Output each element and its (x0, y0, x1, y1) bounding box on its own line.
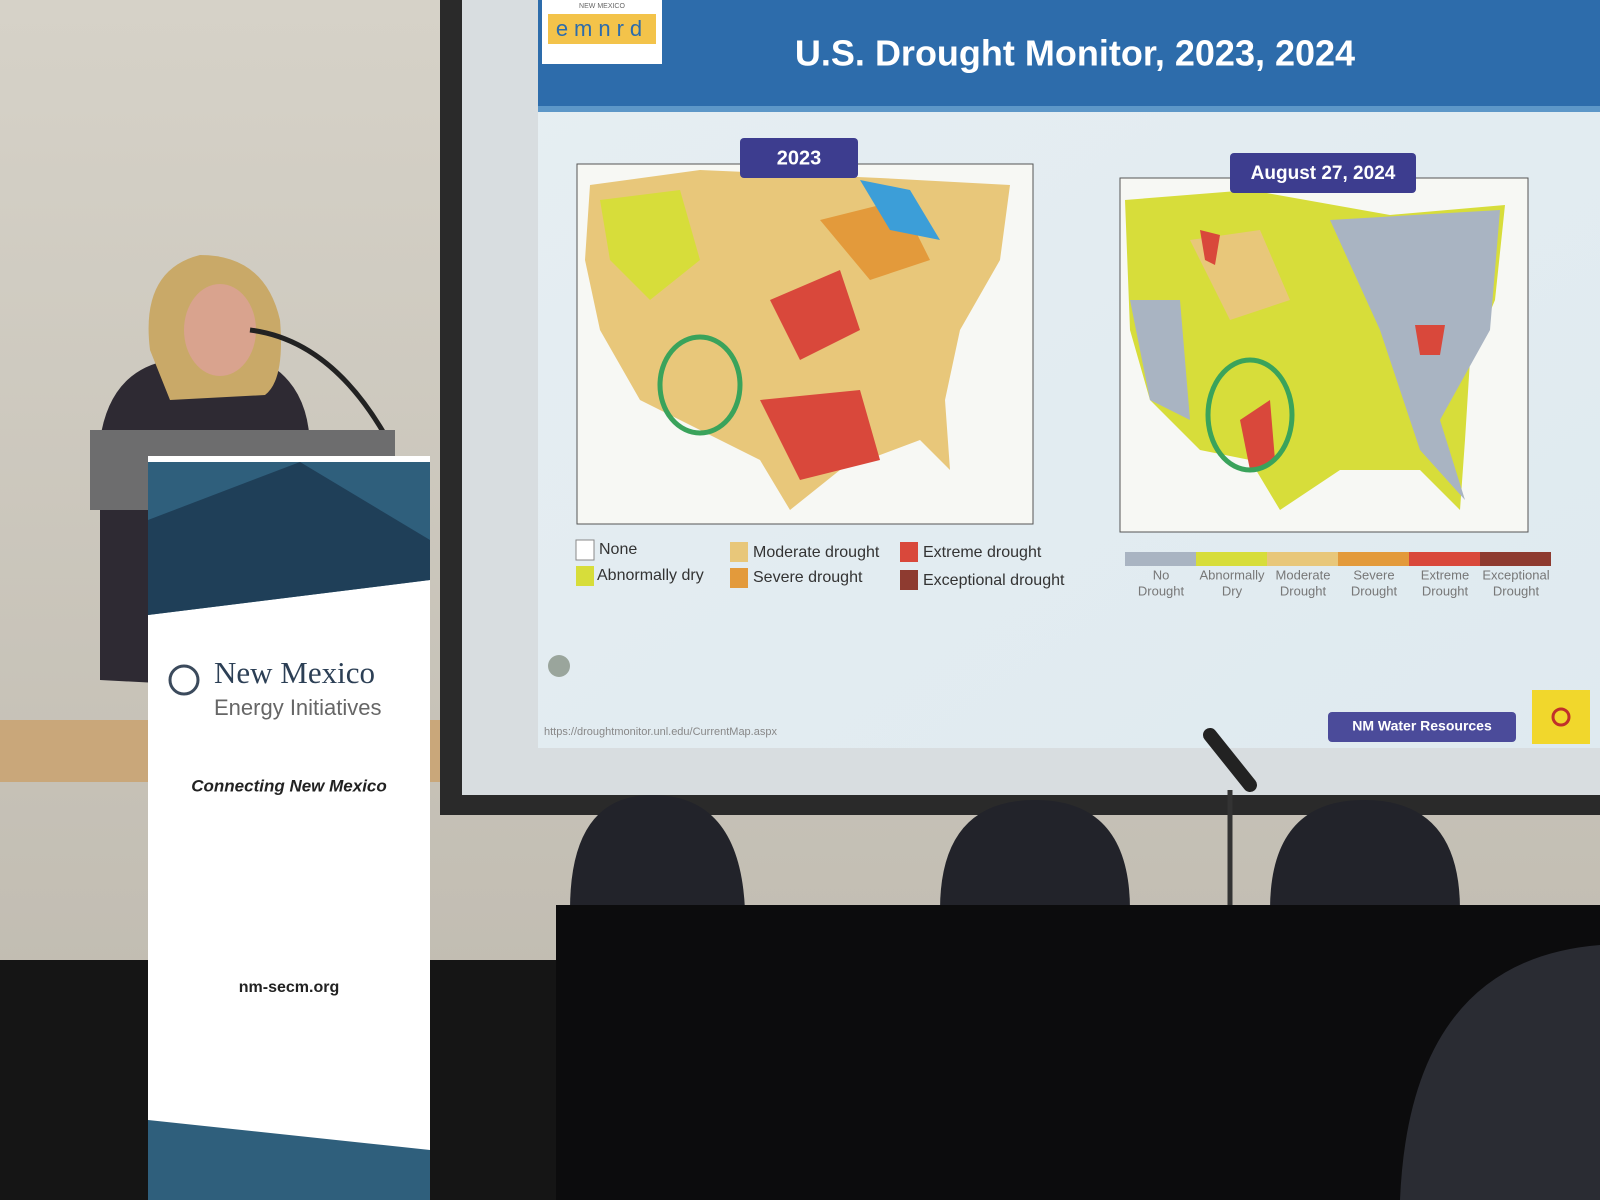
legend-swatch (1480, 552, 1551, 566)
chair (940, 800, 1130, 910)
banner-bottom-pattern (148, 1120, 430, 1200)
map-label: August 27, 2024 (1251, 163, 1396, 184)
slide-header (538, 0, 1600, 112)
legend-label: Exceptional drought (923, 572, 1065, 589)
legend-label: Severe drought (753, 569, 863, 586)
legend: No Drought Abnormally Dry Moderate Droug… (1125, 552, 1551, 598)
zia-symbol (1551, 707, 1571, 727)
logo-top: NEW MEXICO (579, 3, 625, 10)
map-lakes (860, 180, 940, 240)
legend-label: Abnormally dry (597, 567, 704, 584)
legend-label: Drought (1280, 583, 1327, 598)
legend-label: Exceptional (1482, 567, 1549, 582)
banner-website: nm-secm.org (239, 979, 339, 996)
legend-label: Drought (1493, 583, 1540, 598)
legend-swatch (730, 542, 748, 562)
legend-label: Severe (1353, 567, 1394, 582)
badge (1328, 712, 1516, 742)
slide-url: https://droughtmonitor.unl.edu/CurrentMa… (544, 726, 777, 738)
legend-label: Drought (1351, 583, 1398, 598)
legend-label: Drought (1138, 583, 1185, 598)
map-region (1200, 230, 1445, 470)
legend-swatch (1409, 552, 1480, 566)
legend-label: Abnormally (1199, 567, 1265, 582)
header-stripe (538, 106, 1600, 112)
logo-letters: emnrd (556, 16, 648, 41)
legend-label: Moderate drought (753, 544, 880, 561)
legend-swatch (575, 539, 595, 561)
podium-mic (249, 327, 388, 437)
logo-band (548, 14, 656, 44)
banner-name: Energy Initiatives (214, 695, 382, 720)
legend-label: Extreme drought (923, 544, 1042, 561)
legend-swatch (900, 542, 918, 562)
legend-swatch (1338, 552, 1409, 566)
highlight-circle (657, 334, 743, 436)
legend-swatch (1196, 552, 1267, 566)
chair (1270, 800, 1460, 910)
legend-label: No (1153, 567, 1170, 582)
chair (570, 795, 745, 910)
map-region (1330, 210, 1500, 500)
banner-top-pattern (148, 462, 430, 615)
legend-swatch (900, 570, 918, 590)
banner-tagline: Connecting New Mexico (191, 776, 387, 795)
legend-label: None (599, 541, 637, 558)
legend-label: Drought (1422, 583, 1469, 598)
nm-flag (1532, 690, 1590, 744)
map-label: 2023 (777, 147, 822, 169)
map-region (600, 190, 700, 300)
banner-name: New Mexico (214, 655, 375, 690)
map-label-box (1230, 153, 1416, 193)
slide-title: U.S. Drought Monitor, 2023, 2024 (795, 33, 1355, 74)
map-label-box (740, 138, 858, 178)
chair-foreground (1400, 945, 1600, 1200)
legend: None Abnormally dry Moderate drought Sev… (575, 539, 1065, 590)
legend-swatch (1267, 552, 1338, 566)
legend-label: Moderate (1276, 567, 1331, 582)
legend-swatch (730, 568, 748, 588)
map-region (760, 270, 880, 480)
slide-icon (548, 655, 570, 677)
legend-swatch (576, 566, 594, 586)
microphone (1203, 728, 1257, 792)
legend-swatch (1125, 552, 1196, 566)
legend-label: Dry (1222, 583, 1243, 598)
legend-label: Extreme (1421, 567, 1469, 582)
map-region (1130, 300, 1190, 420)
presenter-face (184, 284, 256, 376)
highlight-circle (1205, 357, 1295, 473)
banner-logo (168, 664, 200, 696)
badge-text: NM Water Resources (1352, 718, 1492, 734)
